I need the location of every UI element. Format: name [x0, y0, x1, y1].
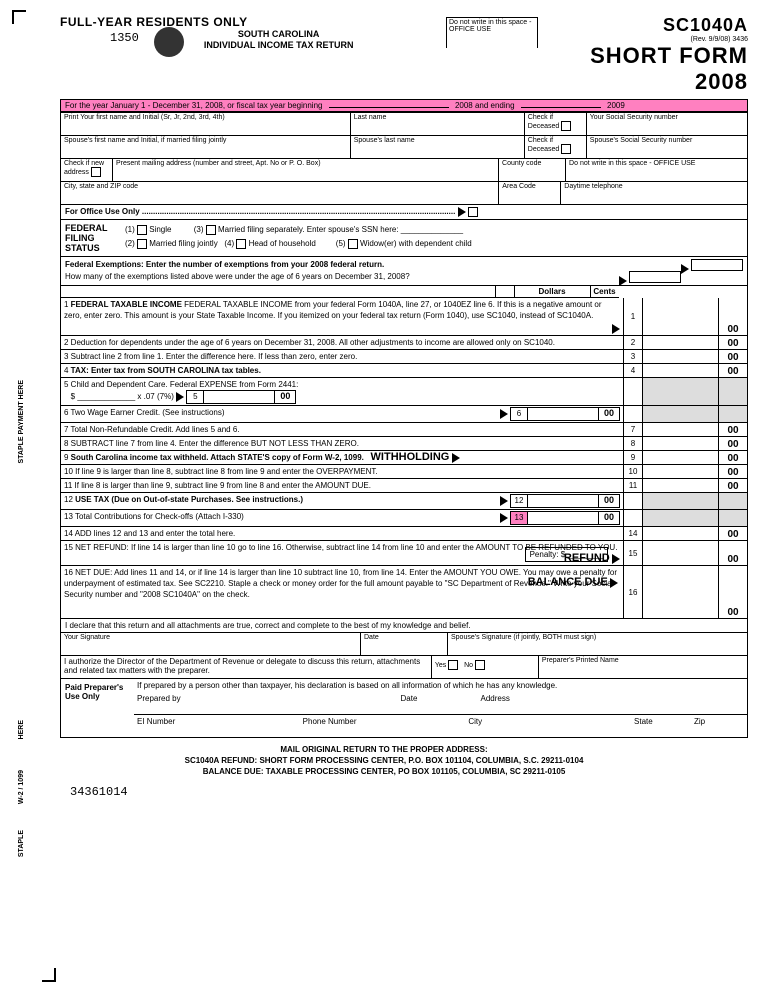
line-10: 10 If line 9 is larger than line 8, subt…	[61, 465, 747, 479]
mailing-field[interactable]: Present mailing address (number and stre…	[113, 159, 499, 181]
side-staple: STAPLE	[18, 830, 25, 857]
line-14: 14 ADD lines 12 and 13 and enter the tot…	[61, 527, 747, 541]
phone-field[interactable]: Daytime telephone	[561, 182, 747, 204]
amount-header: Dollars Cents	[61, 286, 619, 298]
first-name-field[interactable]: Print Your first name and Initial (Sr, J…	[61, 113, 351, 135]
line-7: 7 Total Non-Refundable Credit. Add lines…	[61, 423, 747, 437]
spouse-first-field[interactable]: Spouse's first name and Initial, if marr…	[61, 136, 351, 158]
side-staple-payment: STAPLE PAYMENT HERE	[18, 380, 25, 464]
line-13: 13 Total Contributions for Check-offs (A…	[61, 510, 747, 527]
spouse-ssn-field[interactable]: Spouse's Social Security number	[587, 136, 747, 158]
line-15: 15 NET REFUND: If line 14 is larger than…	[61, 541, 747, 566]
line-4: 4 TAX: Enter tax from SOUTH CAROLINA tax…	[61, 364, 747, 378]
state-name: SOUTH CAROLINA	[204, 29, 354, 40]
preparer-section: Paid Preparer's Use Only If prepared by …	[61, 679, 747, 737]
line-5: 5 Child and Dependent Care. Federal EXPE…	[61, 378, 747, 406]
corner-mark-tl	[12, 10, 26, 24]
filing-hoh[interactable]	[236, 239, 246, 249]
line-9: 9 South Carolina income tax withheld. At…	[61, 451, 747, 465]
spouse-last-field[interactable]: Spouse's last name	[351, 136, 525, 158]
filing-status: FEDERALFILINGSTATUS (1) Single (3) Marri…	[61, 220, 747, 257]
signature-row[interactable]: Your Signature Date Spouse's Signature (…	[61, 633, 747, 656]
mail-instructions: MAIL ORIGINAL RETURN TO THE PROPER ADDRE…	[20, 744, 748, 777]
full-year-title: FULL-YEAR RESIDENTS ONLY	[60, 15, 446, 29]
line-6: 6 Two Wage Earner Credit. (See instructi…	[61, 406, 747, 423]
header: FULL-YEAR RESIDENTS ONLY 1350 SOUTH CARO…	[60, 15, 748, 95]
last-name-field[interactable]: Last name	[351, 113, 525, 135]
auth-row[interactable]: I authorize the Director of the Departme…	[61, 656, 747, 679]
office-use-label: Do not write in this space - OFFICE USE	[447, 18, 537, 34]
revision: (Rev. 9/9/08) 3436	[538, 36, 748, 43]
form-number: SC1040A	[538, 15, 748, 36]
line-1: 1 FEDERAL TAXABLE INCOME FEDERAL TAXABLE…	[61, 298, 747, 336]
form-code-left: 1350	[110, 31, 139, 45]
spouse-deceased-check[interactable]: Check if Deceased	[525, 136, 587, 158]
year-bar-a: For the year January 1 - December 31, 20…	[65, 101, 322, 110]
exemptions: Federal Exemptions: Enter the number of …	[61, 257, 747, 286]
side-here: HERE	[18, 720, 25, 739]
area-code-field[interactable]: Area Code	[499, 182, 561, 204]
filing-mfj[interactable]	[137, 239, 147, 249]
new-address-check[interactable]: Check if new address	[61, 159, 113, 181]
year-bar: For the year January 1 - December 31, 20…	[60, 99, 748, 112]
office-use-only: For Office Use Only ....................…	[61, 205, 747, 220]
line-3: 3 Subtract line 2 from line 1. Enter the…	[61, 350, 747, 364]
line-2: 2 Deduction for dependents under the age…	[61, 336, 747, 350]
year-bar-b: 2008 and ending	[455, 101, 515, 110]
office-space: Do not write in this space - OFFICE USE	[566, 159, 747, 181]
declaration: I declare that this return and all attac…	[61, 619, 747, 633]
line-12: 12 USE TAX (Due on Out-of-state Purchase…	[61, 493, 747, 510]
line-16: 16 NET DUE: Add lines 11 and 14, or if l…	[61, 566, 747, 619]
deceased-check[interactable]: Check if Deceased	[525, 113, 587, 135]
year-bar-c: 2009	[607, 101, 625, 110]
filing-widow[interactable]	[348, 239, 358, 249]
filing-single[interactable]	[137, 225, 147, 235]
state-seal	[154, 27, 184, 57]
line-8: 8 SUBTRACT line 7 from line 4. Enter the…	[61, 437, 747, 451]
filing-mfs[interactable]	[206, 225, 216, 235]
short-form-title: SHORT FORM 2008	[538, 43, 748, 95]
side-w2: W-2 / 1099	[18, 770, 25, 804]
main-form: Print Your first name and Initial (Sr, J…	[60, 112, 748, 738]
ssn-field[interactable]: Your Social Security number	[587, 113, 747, 135]
line-11: 11 If line 8 is larger than line 9, subt…	[61, 479, 747, 493]
city-field[interactable]: City, state and ZIP code	[61, 182, 499, 204]
return-type: INDIVIDUAL INCOME TAX RETURN	[204, 40, 354, 51]
corner-mark-br	[42, 968, 56, 982]
bottom-code: 34361014	[70, 785, 748, 799]
county-field[interactable]: County code	[499, 159, 566, 181]
